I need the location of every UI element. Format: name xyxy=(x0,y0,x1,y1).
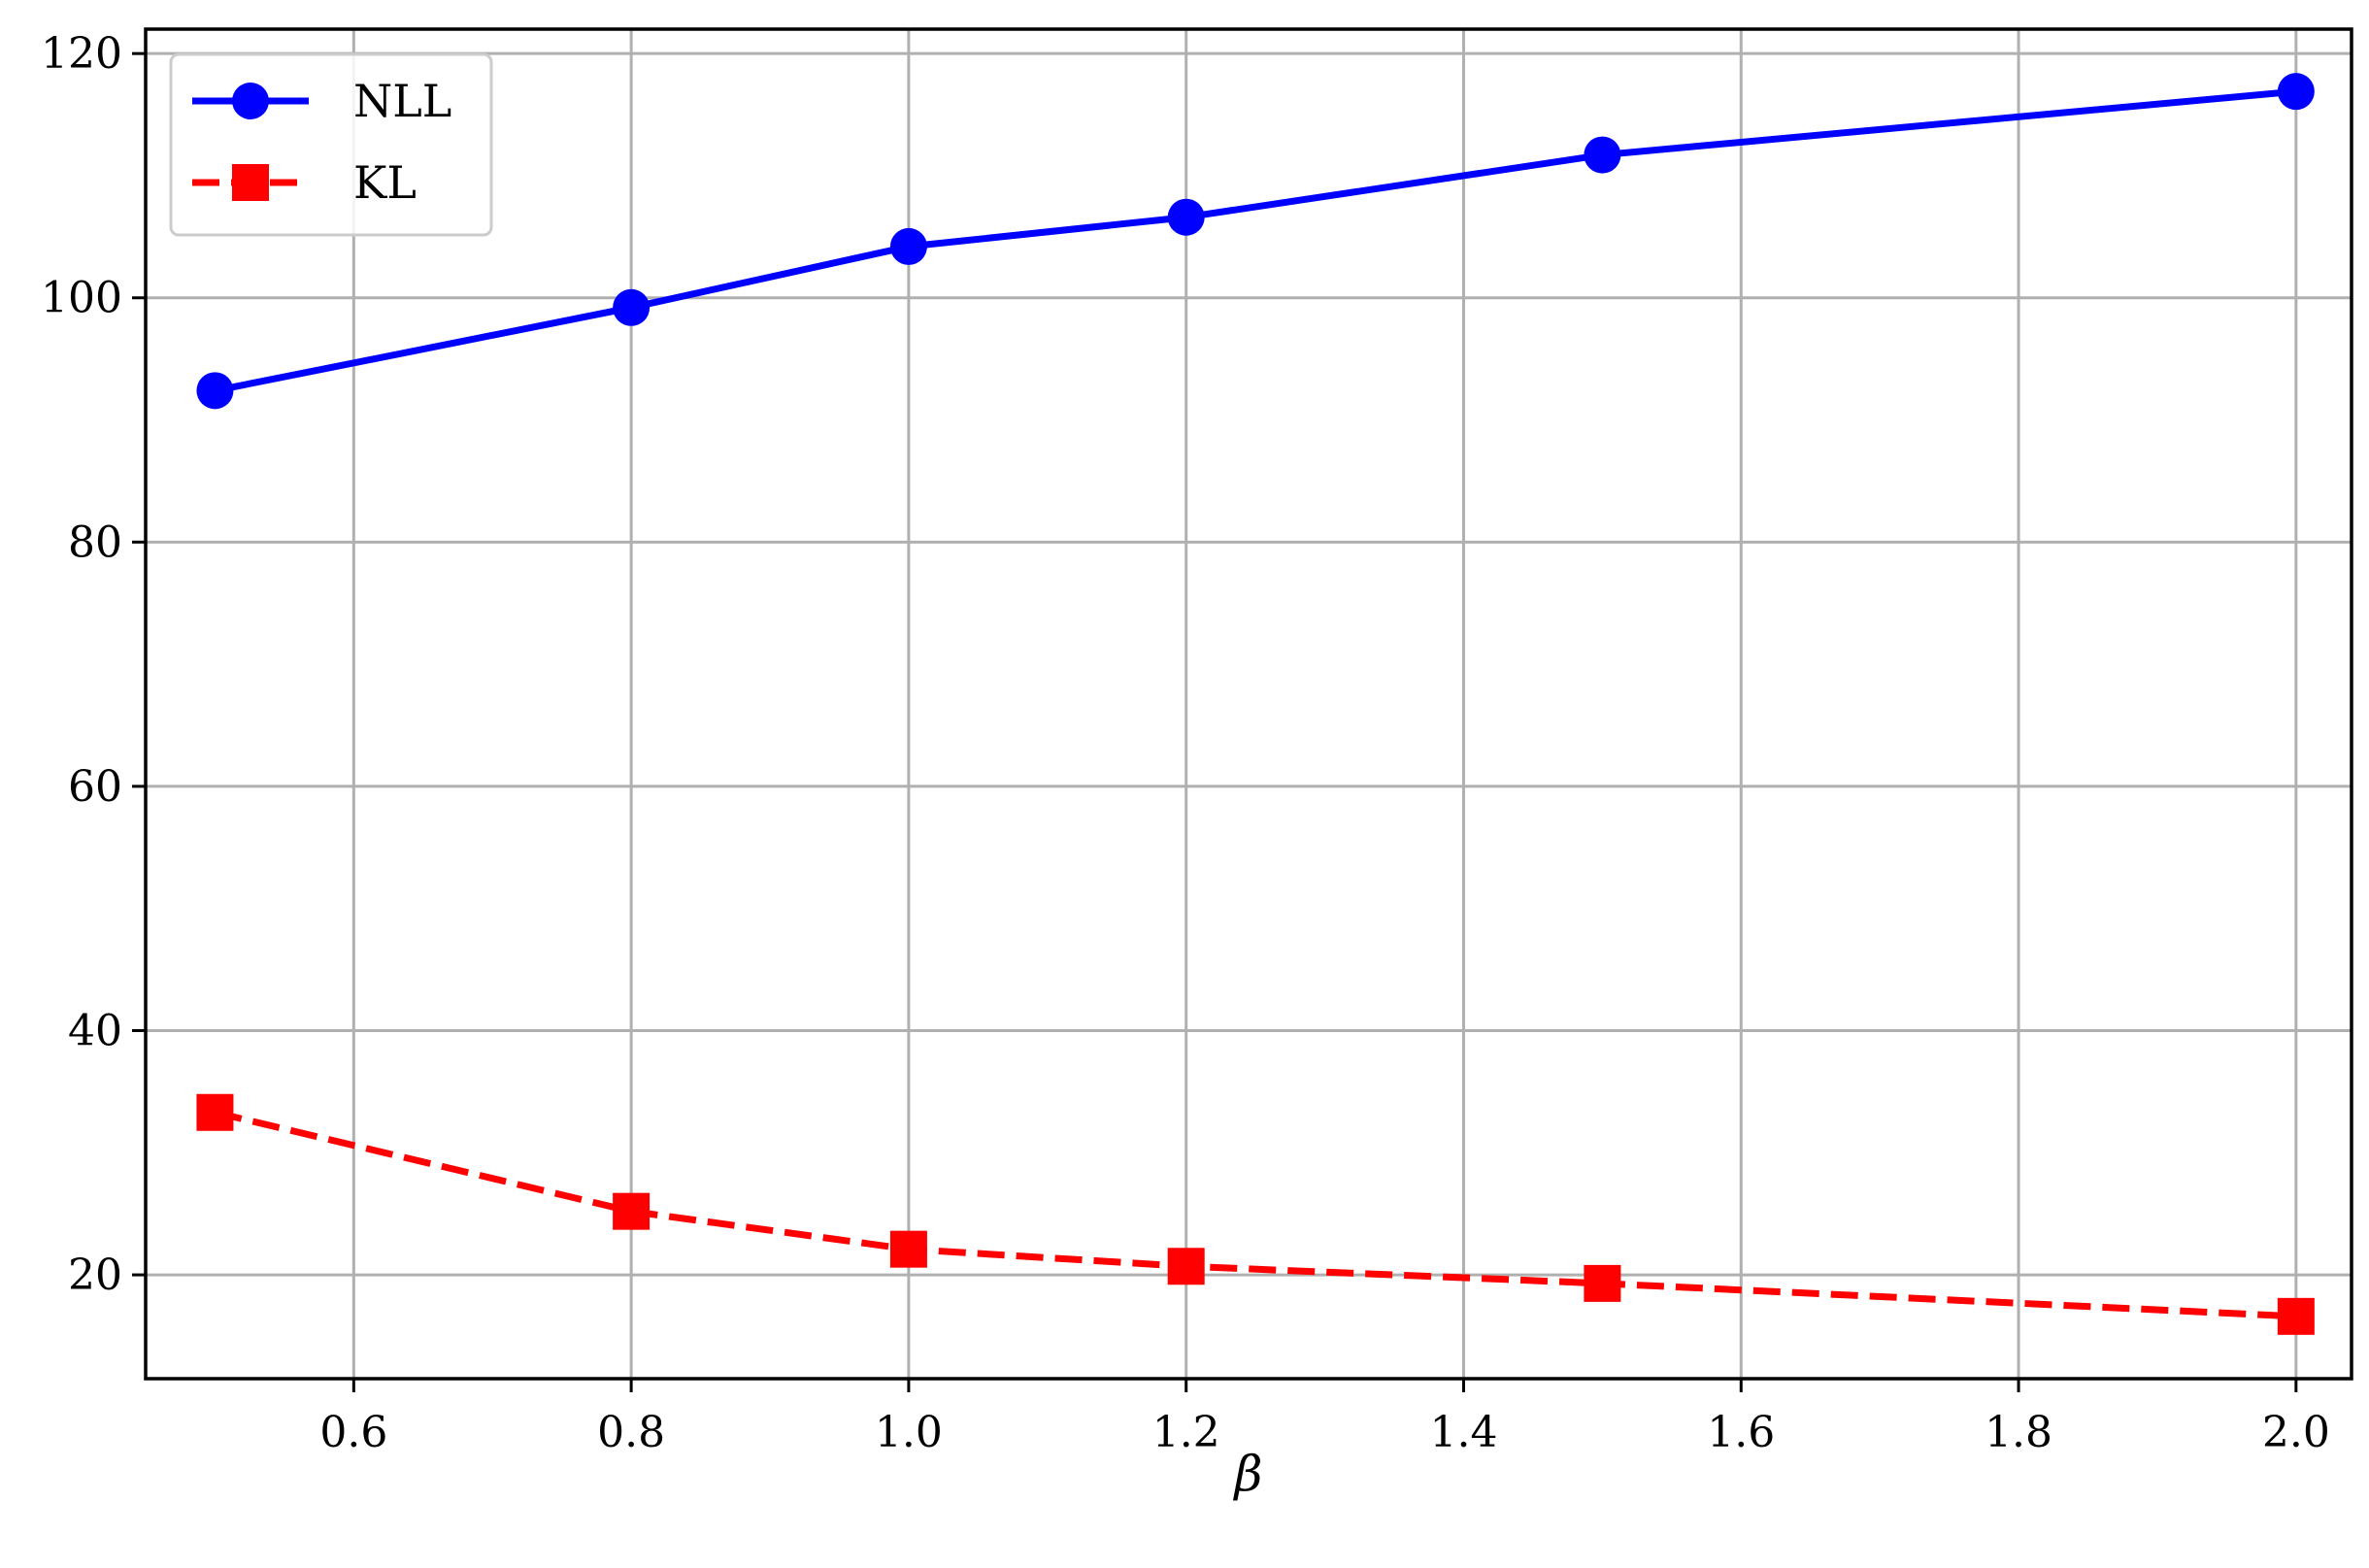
x-tick-label: 1.6 xyxy=(1707,1408,1775,1457)
x-tick-label: 0.8 xyxy=(597,1408,665,1457)
plot-background xyxy=(146,29,2352,1379)
legend-label: KL xyxy=(353,156,417,209)
legend-marker xyxy=(232,164,269,201)
kl-point xyxy=(1584,1264,1621,1302)
y-tick-label: 40 xyxy=(68,1006,122,1055)
nll-point xyxy=(2277,73,2315,111)
y-tick-label: 60 xyxy=(68,762,122,812)
y-tick-label: 80 xyxy=(68,517,122,567)
nll-point xyxy=(889,227,927,265)
legend-marker xyxy=(232,83,269,119)
kl-point xyxy=(2277,1297,2315,1335)
nll-point xyxy=(1167,198,1205,236)
x-tick-label: 2.0 xyxy=(2262,1408,2330,1457)
series-kl xyxy=(196,1093,2315,1335)
y-tick-label: 100 xyxy=(41,274,122,323)
legend: NLL KL xyxy=(169,52,493,237)
legend-label: NLL xyxy=(353,75,451,127)
x-tick-label: 1.0 xyxy=(875,1408,943,1457)
series-nll xyxy=(196,73,2315,410)
legend-item-nll: NLL xyxy=(192,75,451,127)
x-tick-label: 0.6 xyxy=(319,1408,387,1457)
nll-point xyxy=(1584,136,1621,174)
x-tick-label: 1.4 xyxy=(1429,1408,1497,1457)
kl-line xyxy=(214,1109,2297,1320)
y-tick-label: 20 xyxy=(68,1251,122,1300)
kl-point xyxy=(889,1230,927,1268)
legend-item-kl: KL xyxy=(192,156,417,209)
kl-point xyxy=(196,1093,234,1131)
plot-frame xyxy=(144,27,2353,1381)
nll-line xyxy=(214,87,2297,394)
x-axis: 0.6 0.8 1.0 1.2 1.4 1.6 1.8 2.0 xyxy=(319,1379,2330,1457)
x-axis-label: β xyxy=(1233,1446,1263,1502)
series-layer xyxy=(196,73,2315,1335)
nll-point xyxy=(196,372,234,410)
y-axis: 20 40 60 80 100 120 xyxy=(41,29,146,1300)
kl-point xyxy=(1167,1248,1205,1285)
nll-point xyxy=(613,288,651,326)
y-tick-label: 120 xyxy=(41,29,122,79)
x-tick-label: 1.8 xyxy=(1985,1408,2052,1457)
kl-point xyxy=(613,1192,651,1230)
x-tick-label: 1.2 xyxy=(1152,1408,1220,1457)
